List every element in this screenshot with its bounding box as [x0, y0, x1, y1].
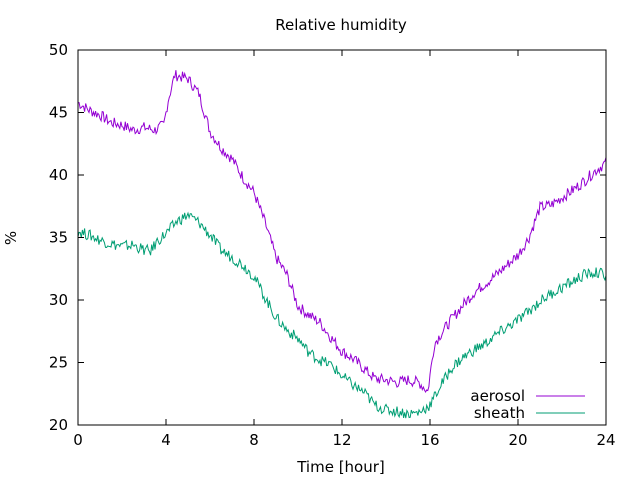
y-tick-label: 50 — [49, 41, 68, 59]
legend-label-aerosol: aerosol — [470, 387, 525, 405]
y-tick-label: 20 — [49, 416, 68, 434]
series-line-sheath — [77, 211, 607, 419]
x-tick-label: 8 — [249, 431, 259, 449]
x-tick-label: 20 — [508, 431, 527, 449]
y-tick-label: 40 — [49, 166, 68, 184]
legend-label-sheath: sheath — [474, 404, 525, 422]
x-tick-label: 0 — [73, 431, 83, 449]
plot-area — [77, 70, 607, 419]
x-axis-ticks: 0 4 8 12 16 20 24 — [73, 50, 616, 449]
x-tick-label: 16 — [420, 431, 439, 449]
x-axis-label: Time [hour] — [296, 458, 385, 476]
y-tick-label: 25 — [49, 354, 68, 372]
chart-title: Relative humidity — [275, 16, 407, 34]
series-line-aerosol — [78, 70, 607, 394]
x-tick-label: 24 — [596, 431, 615, 449]
x-tick-label: 12 — [332, 431, 351, 449]
y-tick-label: 35 — [49, 229, 68, 247]
y-axis-ticks: 20 25 30 35 40 45 50 — [49, 41, 606, 434]
y-axis-label: % — [2, 231, 20, 245]
y-tick-label: 45 — [49, 104, 68, 122]
y-tick-label: 30 — [49, 291, 68, 309]
x-tick-label: 4 — [161, 431, 171, 449]
